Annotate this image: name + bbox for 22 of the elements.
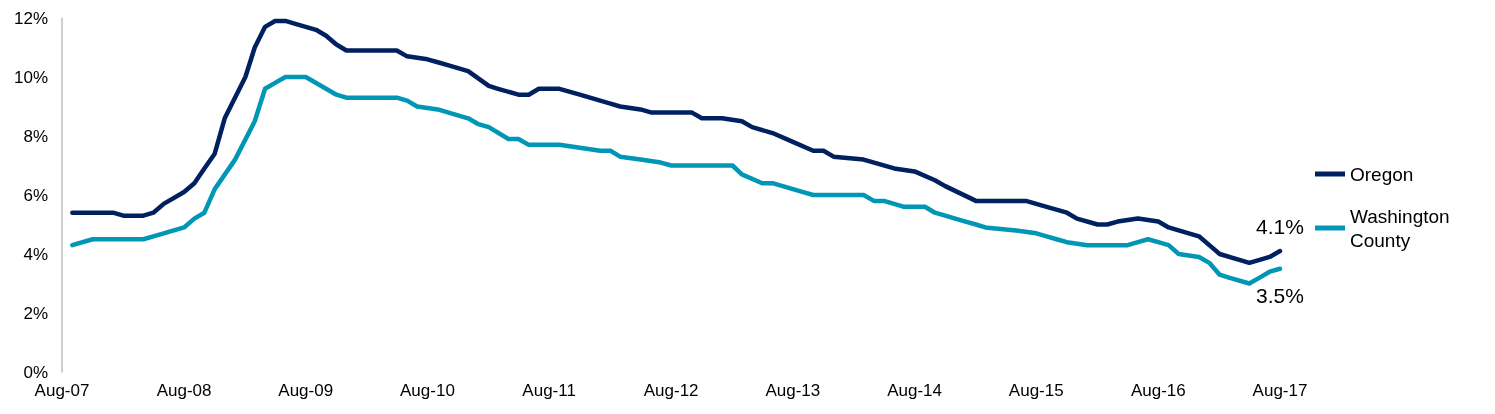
x-tick-label: Aug-10 bbox=[400, 381, 455, 400]
x-tick-label: Aug-07 bbox=[34, 381, 90, 400]
legend-label: Oregon bbox=[1350, 163, 1414, 185]
x-tick-label: Aug-15 bbox=[1008, 381, 1064, 400]
x-tick-label: Aug-13 bbox=[765, 381, 821, 400]
annotation: 3.5% bbox=[1256, 283, 1304, 307]
y-tick-label: 8% bbox=[23, 126, 48, 146]
x-tick-label: Aug-11 bbox=[522, 381, 576, 400]
y-tick-label: 4% bbox=[23, 244, 48, 264]
annotation: 4.1% bbox=[1256, 215, 1304, 239]
x-tick-label: Aug-12 bbox=[643, 381, 699, 400]
legend-label: Washington County bbox=[1350, 205, 1455, 251]
y-tick-label: 6% bbox=[23, 185, 48, 205]
x-tick-label: Aug-09 bbox=[278, 381, 334, 400]
y-tick-label: 12% bbox=[13, 8, 48, 28]
x-tick-label: Aug-14 bbox=[887, 381, 942, 400]
y-tick-label: 10% bbox=[13, 67, 48, 87]
y-tick-label: 0% bbox=[23, 362, 48, 382]
y-tick-label: 2% bbox=[23, 303, 48, 323]
x-tick-label: Aug-17 bbox=[1252, 381, 1308, 400]
x-tick-label: Aug-16 bbox=[1130, 381, 1186, 400]
x-tick-label: Aug-08 bbox=[156, 381, 212, 400]
